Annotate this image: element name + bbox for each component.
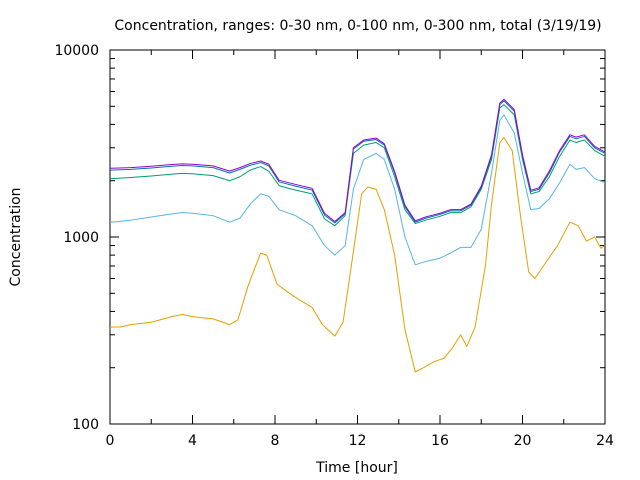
y-axis-label: Concentration [8, 187, 24, 286]
x-tick-label: 4 [188, 433, 197, 449]
y-tick-label: 1000 [63, 230, 99, 246]
x-tick-label: 16 [431, 433, 449, 449]
series-line-2 [109, 114, 606, 266]
x-tick-label: 8 [271, 433, 280, 449]
y-tick-label: 100 [72, 417, 99, 433]
series-line-4 [109, 100, 606, 224]
y-tick-label: 10000 [54, 43, 99, 59]
y-axis: 100 1000 10000 [54, 43, 605, 433]
x-tick-label: 24 [596, 433, 614, 449]
series-layer [109, 98, 606, 373]
x-tick-label: 12 [349, 433, 367, 449]
chart-title: Concentration, ranges: 0-30 nm, 0-100 nm… [114, 18, 601, 34]
series-line-3 [109, 104, 606, 227]
series-line-5 [109, 98, 606, 223]
x-axis-label: Time [hour] [315, 460, 398, 476]
plot-area-frame [109, 49, 606, 425]
x-tick-label: 0 [106, 433, 115, 449]
x-tick-label: 20 [514, 433, 532, 449]
series-line-1 [110, 137, 606, 373]
x-axis: 0 4 8 12 16 20 24 [106, 50, 614, 449]
